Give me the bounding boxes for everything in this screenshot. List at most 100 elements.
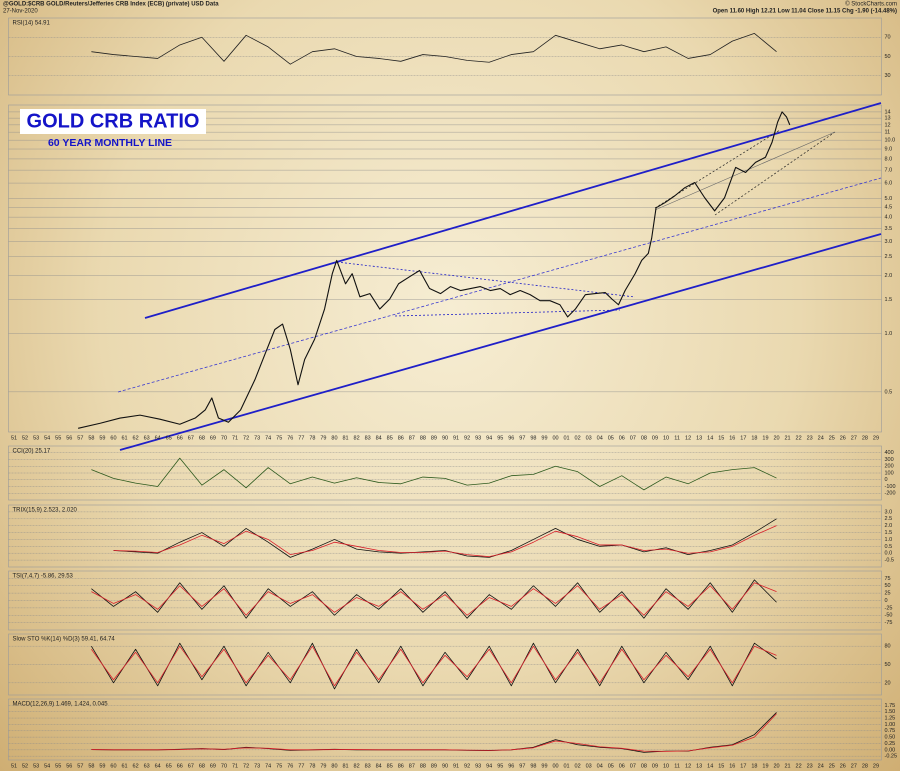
x-tick-label: 14 [707,435,713,441]
x-tick-label: 01 [563,763,569,769]
series-line [91,645,777,687]
panel-label: MACD(12,26,9) 1.469, 1.424, 0.045 [13,702,109,708]
x-tick-label: 88 [420,763,426,769]
panel-frame [8,698,882,761]
series-line [91,713,777,752]
x-tick-label: 19 [762,435,768,441]
x-tick-label: 28 [862,435,868,441]
x-tick-label: 57 [77,435,83,441]
x-tick-label: 18 [751,763,757,769]
x-tick-label: 63 [144,435,150,441]
x-tick-label: 91 [453,763,459,769]
x-tick-label: 73 [254,435,260,441]
x-tick-label: 87 [409,435,415,441]
x-tick-label: 64 [155,435,161,441]
x-tick-label: 13 [696,435,702,441]
x-tick-label: 02 [575,763,581,769]
x-tick-label: 03 [586,763,592,769]
x-tick-label: 21 [785,435,791,441]
x-tick-label: 94 [486,435,492,441]
x-tick-label: 12 [685,435,691,441]
x-tick-label: 79 [320,763,326,769]
x-tick-label: 21 [785,763,791,769]
x-tick-label: 81 [342,435,348,441]
x-tick-label: 78 [309,435,315,441]
y-tick-label: 3.0 [885,239,893,245]
y-tick-label: -100 [885,484,896,490]
x-tick-label: 58 [88,763,94,769]
x-tick-label: 18 [751,435,757,441]
x-tick-label: 92 [464,435,470,441]
x-tick-label: 55 [55,435,61,441]
x-tick-label: 99 [541,435,547,441]
y-tick-label: 9.0 [885,146,893,152]
mid-channel [117,177,882,393]
x-tick-label: 60 [110,763,116,769]
y-tick-label: 20 [885,680,891,686]
x-tick-label: 70 [221,435,227,441]
y-tick-label: 1.75 [885,703,896,709]
x-tick-label: 98 [530,763,536,769]
x-tick-label: 24 [818,435,824,441]
panel: -0.50.00.51.01.52.02.53.0 TRIX(15,9) 2.52… [8,504,894,568]
y-tick-label: 0 [885,598,888,604]
y-tick-label: 6.0 [885,181,893,187]
y-tick-label: 1.00 [885,722,896,728]
series-line [91,33,777,65]
y-tick-label: 1.0 [885,537,893,543]
y-tick-label: 200 [885,464,894,470]
series-line [91,582,777,616]
x-tick-label: 65 [166,435,172,441]
x-tick-label: 68 [199,763,205,769]
x-tick-label: 22 [796,763,802,769]
y-tick-label: 50 [885,54,891,60]
x-tick-label: 04 [597,435,603,441]
x-tick-label: 04 [597,763,603,769]
x-tick-label: 95 [497,435,503,441]
series-line [91,712,777,753]
x-tick-label: 14 [707,763,713,769]
y-tick-label: 0.50 [885,735,896,741]
panel: 30 50 70 RSI(14) 54.91 [8,17,891,96]
x-tick-label: 68 [199,435,205,441]
x-tick-label: 69 [210,763,216,769]
y-tick-label: 1.0 [885,331,893,337]
x-tick-label: 02 [575,435,581,441]
x-tick-label: 29 [873,435,879,441]
x-tick-label: 56 [66,763,72,769]
x-tick-label: 90 [442,435,448,441]
x-tick-label: 74 [265,763,271,769]
y-tick-label: 30 [885,73,891,79]
y-tick-label: 10.0 [885,138,896,144]
y-tick-label: 80 [885,644,891,650]
y-tick-label: 4.0 [885,215,893,221]
y-tick-label: 0 [885,477,888,483]
x-tick-label: 86 [398,435,404,441]
y-tick-label: 0.0 [885,551,893,557]
chart-title: GOLD CRB RATIO [27,110,200,132]
x-tick-label: 09 [652,435,658,441]
panel: -0.250.000.250.500.751.001.251.501.75 MAC… [8,698,898,761]
y-tick-label: 1.50 [885,709,896,715]
x-tick-label: 23 [807,763,813,769]
y-tick-label: -0.5 [885,558,894,564]
x-tick-label: 61 [121,435,127,441]
y-tick-label: -25 [885,605,893,611]
x-tick-label: 60 [110,435,116,441]
x-tick-label: 27 [851,763,857,769]
x-tick-label: 83 [365,763,371,769]
x-tick-label: 61 [121,763,127,769]
x-tick-label: 65 [166,763,172,769]
x-tick-label: 16 [729,435,735,441]
x-tick-label: 87 [409,763,415,769]
x-tick-label: 24 [818,763,824,769]
x-tick-label: 63 [144,763,150,769]
panel: 20 50 80 Slow STO %K(14) %D(3) 59.41, 64.74 [8,633,891,696]
y-tick-label: 50 [885,583,891,589]
x-tick-label: 03 [586,435,592,441]
x-tick-label: 76 [287,763,293,769]
x-tick-label: 88 [420,435,426,441]
wedge-mid [654,131,836,211]
y-tick-label: -0.25 [885,754,898,760]
